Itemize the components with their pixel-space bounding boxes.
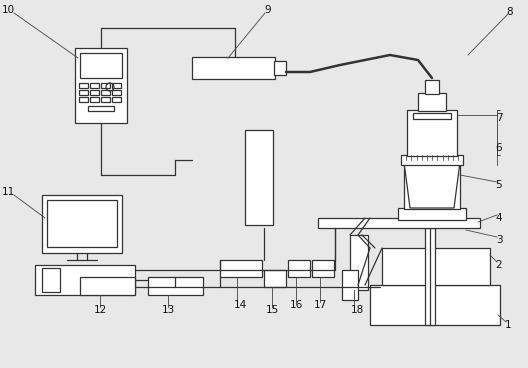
Bar [80, 277, 135, 295]
Bar [47, 200, 117, 247]
Bar [75, 48, 127, 123]
Bar [88, 106, 114, 111]
Bar [398, 208, 466, 220]
Text: 14: 14 [233, 300, 247, 310]
Text: 1: 1 [505, 320, 511, 330]
Bar [101, 97, 110, 102]
Bar [350, 235, 368, 290]
Bar [35, 265, 135, 295]
Text: 17: 17 [314, 300, 327, 310]
Bar [425, 228, 435, 325]
Text: 11: 11 [2, 187, 15, 197]
Text: 9: 9 [265, 5, 271, 15]
Text: 12: 12 [93, 305, 107, 315]
Bar [342, 270, 358, 300]
Text: 3: 3 [496, 235, 502, 245]
Bar [112, 90, 121, 95]
Bar [382, 248, 490, 285]
Text: 18: 18 [351, 305, 364, 315]
Bar [148, 277, 203, 295]
Bar [245, 130, 273, 225]
Bar [418, 93, 446, 111]
Bar [370, 285, 500, 325]
Bar [90, 83, 99, 88]
Bar [312, 260, 334, 277]
Bar [401, 155, 463, 165]
Bar [425, 80, 439, 94]
Bar [288, 260, 310, 277]
Text: 4: 4 [496, 213, 502, 223]
Bar [101, 83, 110, 88]
Text: 6: 6 [496, 143, 502, 153]
Bar [79, 97, 88, 102]
Text: 15: 15 [266, 305, 279, 315]
Text: 13: 13 [162, 305, 175, 315]
Bar [220, 260, 262, 277]
Bar [42, 195, 122, 253]
Text: 2: 2 [496, 260, 502, 270]
Bar [192, 57, 275, 79]
Polygon shape [404, 162, 460, 208]
Bar [318, 218, 480, 228]
Bar [101, 90, 110, 95]
Text: 5: 5 [496, 180, 502, 190]
Bar [407, 110, 457, 156]
Bar [79, 83, 88, 88]
Bar [90, 97, 99, 102]
Bar [42, 268, 60, 292]
Bar [90, 90, 99, 95]
Text: 7: 7 [496, 113, 502, 123]
Bar [404, 162, 460, 209]
Text: 8: 8 [507, 7, 513, 17]
Text: 10: 10 [2, 5, 15, 15]
Bar [413, 113, 451, 119]
Bar [274, 61, 286, 75]
Bar [79, 90, 88, 95]
Bar [112, 83, 121, 88]
Bar [264, 270, 286, 287]
Text: 16: 16 [289, 300, 303, 310]
Bar [80, 53, 122, 78]
Bar [112, 97, 121, 102]
